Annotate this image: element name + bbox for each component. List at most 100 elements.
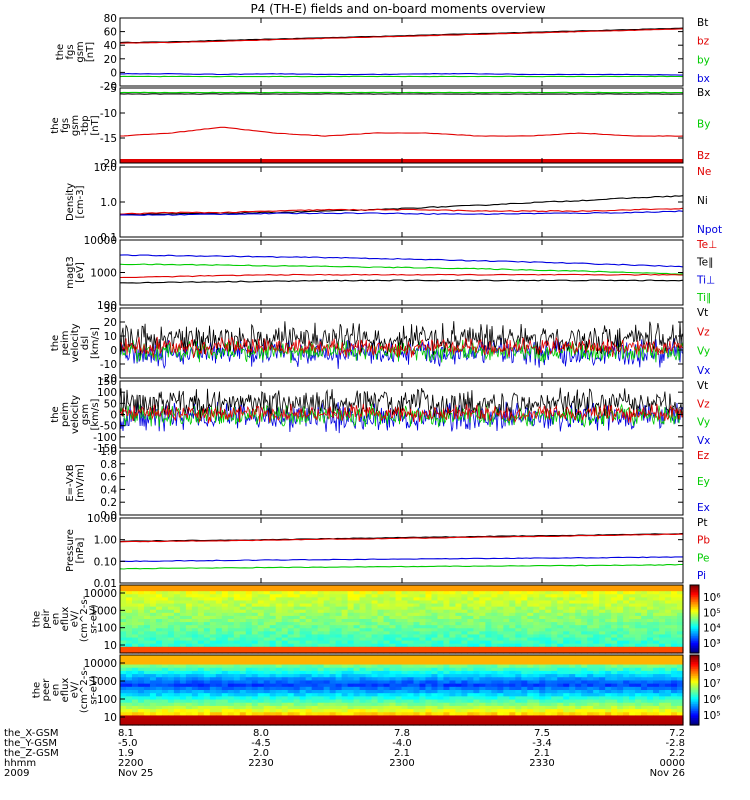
spectrogram-cell xyxy=(371,591,379,595)
spectrogram-cell xyxy=(239,699,247,704)
legend-label: Ti∥ xyxy=(696,292,711,304)
spectrogram-cell xyxy=(209,705,217,710)
spectrogram-cell xyxy=(563,643,570,648)
spectrogram-cell xyxy=(497,693,504,697)
spectrogram-cell xyxy=(359,619,367,623)
spectrogram-cell xyxy=(215,643,223,648)
spectrogram-cell xyxy=(395,594,403,598)
spectrogram-cell xyxy=(467,702,474,707)
spectrogram-cell xyxy=(389,597,397,602)
spectrogram-cell xyxy=(149,646,157,651)
spectrogram-cell xyxy=(275,709,283,713)
spectrogram-cell xyxy=(143,643,151,648)
spectrogram-cell xyxy=(521,683,528,688)
spectrogram-cell xyxy=(473,631,480,636)
spectrogram-cell xyxy=(377,655,385,659)
spectrogram-cell xyxy=(671,615,678,620)
spectrogram-cell xyxy=(617,683,624,688)
spectrogram-cell xyxy=(227,634,235,639)
spectrogram-cell xyxy=(329,594,337,598)
spectrogram-cell xyxy=(329,631,337,636)
spectrogram-cell xyxy=(227,640,235,645)
spectrogram-cell xyxy=(557,585,564,589)
spectrogram-cell xyxy=(485,702,492,707)
spectrogram-cell xyxy=(269,606,277,611)
spectrogram-cell xyxy=(173,674,181,678)
spectrogram-cell xyxy=(185,628,193,632)
spectrogram-cell xyxy=(191,696,199,701)
spectrogram-cell xyxy=(623,640,630,645)
spectrogram-cell xyxy=(677,643,684,648)
spectrogram-cell xyxy=(305,686,313,691)
spectrogram-cell xyxy=(617,670,624,675)
spectrogram-cell xyxy=(347,680,355,685)
spectrogram-cell xyxy=(503,594,510,598)
spectrogram-cell xyxy=(263,640,271,645)
spectrogram-cell xyxy=(179,649,187,654)
spectrogram-cell xyxy=(545,619,552,623)
spectrogram-cell xyxy=(185,600,193,605)
spectrogram-cell xyxy=(305,597,313,602)
spectrogram-cell xyxy=(179,658,187,662)
spectrogram-cell xyxy=(203,588,211,592)
spectrogram-cell xyxy=(287,588,295,592)
spectrogram-cell xyxy=(179,709,187,713)
spectrogram-cell xyxy=(521,609,528,614)
spectrogram-cell xyxy=(401,643,409,648)
spectrogram-cell xyxy=(413,661,421,666)
spectrogram-cell xyxy=(569,594,576,598)
spectrogram-cell xyxy=(137,603,145,608)
spectrogram-cell xyxy=(185,597,193,602)
spectrogram-cell xyxy=(323,696,331,701)
spectrogram-cell xyxy=(659,658,666,662)
spectrogram-cell xyxy=(197,705,205,710)
spectrogram-cell xyxy=(120,699,127,704)
spectrogram-cell xyxy=(377,597,385,602)
spectrogram-cell xyxy=(167,712,175,717)
spectrogram-cell xyxy=(623,609,630,614)
spectrogram-cell xyxy=(179,683,187,688)
spectrogram-cell xyxy=(335,699,343,704)
spectrogram-cell xyxy=(311,674,319,678)
colorbar-cell xyxy=(690,684,699,688)
spectrogram-cell xyxy=(563,655,570,659)
spectrogram-cell xyxy=(533,690,540,694)
spectrogram-cell xyxy=(431,603,439,608)
spectrogram-cell xyxy=(593,646,600,651)
spectrogram-cell xyxy=(527,715,534,720)
spectrogram-cell xyxy=(611,619,618,623)
spectrogram-cell xyxy=(575,619,582,623)
spectrogram-cell xyxy=(227,615,235,620)
spectrogram-cell xyxy=(161,640,169,645)
spectrogram-cell xyxy=(677,619,684,623)
spectrogram-cell xyxy=(611,683,618,688)
spectrogram-cell xyxy=(533,634,540,639)
spectrogram-cell xyxy=(245,615,253,620)
spectrogram-cell xyxy=(473,715,480,720)
spectrogram-cell xyxy=(545,670,552,675)
spectrogram-cell xyxy=(545,690,552,694)
spectrogram-cell xyxy=(221,619,229,623)
spectrogram-cell xyxy=(293,702,301,707)
spectrogram-cell xyxy=(281,597,289,602)
y-tick-label: -10 xyxy=(100,108,117,120)
spectrogram-cell xyxy=(461,628,468,632)
spectrogram-cell xyxy=(635,588,642,592)
spectrogram-cell xyxy=(143,661,151,666)
spectrogram-cell xyxy=(389,715,397,720)
spectrogram-cell xyxy=(401,640,409,645)
spectrogram-cell xyxy=(455,625,462,629)
spectrogram-cell xyxy=(251,625,259,629)
x-axis-value: 2230 xyxy=(248,758,273,769)
spectrogram-cell xyxy=(521,606,528,611)
spectrogram-cell xyxy=(185,649,193,654)
spectrogram-cell xyxy=(251,628,259,632)
spectrogram-cell xyxy=(509,646,516,651)
spectrogram-cell xyxy=(191,612,199,617)
spectrogram-cell xyxy=(629,680,636,685)
spectrogram-cell xyxy=(371,606,379,611)
spectrogram-cell xyxy=(137,702,145,707)
spectrogram-cell xyxy=(311,667,319,672)
spectrogram-cell xyxy=(323,683,331,688)
spectrogram-cell xyxy=(305,715,313,720)
